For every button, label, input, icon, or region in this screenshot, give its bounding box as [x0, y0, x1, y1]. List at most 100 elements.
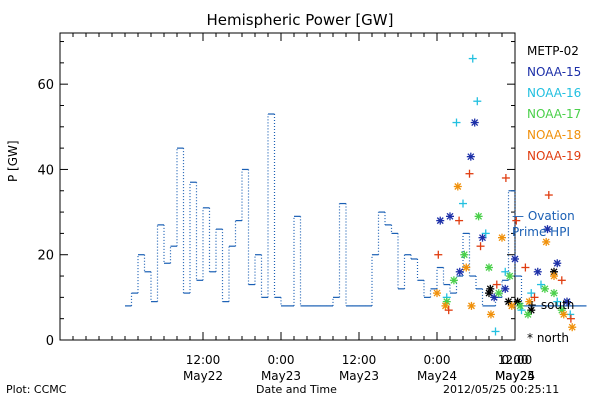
- footer-credit: Plot: CCMC: [6, 383, 67, 396]
- footer-timestamp: 2012/05/25 00:25:11: [443, 383, 560, 396]
- noaa-17-point: [550, 289, 558, 298]
- noaa-15-point: [478, 233, 487, 242]
- noaa-19-point: [465, 169, 474, 178]
- ovation-legend: — Ovation Prime HPI: [512, 208, 575, 240]
- noaa-18-point: [568, 323, 577, 332]
- legend-item-noaa-16: NOAA-16: [527, 86, 582, 100]
- y-tick-label: 20: [37, 249, 54, 264]
- x-tick-time: 12:00: [498, 353, 533, 367]
- noaa-16-point: [459, 199, 467, 208]
- noaa-15-point: [466, 152, 475, 161]
- noaa-16-point: [527, 289, 536, 298]
- north-marker-legend: * north: [527, 331, 570, 345]
- noaa-15-point: [455, 267, 464, 276]
- noaa-18-point: [559, 310, 568, 319]
- noaa-15-point: [543, 225, 552, 234]
- noaa-17-point: [524, 310, 532, 319]
- south-marker-legend: + south: [527, 298, 575, 312]
- noaa-19-point: [521, 263, 530, 272]
- noaa-17-point: [460, 250, 469, 259]
- noaa-19-point: [544, 191, 553, 200]
- y-axis-label: P [GW]: [6, 140, 20, 182]
- noaa-16-point: [537, 280, 545, 289]
- plot-frame: [59, 32, 516, 341]
- y-tick-label: 40: [37, 163, 54, 178]
- noaa-16-point: [491, 327, 500, 336]
- noaa-19-point: [444, 306, 453, 315]
- y-tick-label: 0: [46, 334, 54, 349]
- noaa-19-point: [512, 216, 521, 225]
- noaa-18-point: [453, 182, 462, 191]
- noaa-19-point: [557, 276, 566, 285]
- noaa-17-point: [516, 301, 525, 310]
- noaa-18-point: [550, 272, 558, 281]
- noaa-15-point: [446, 212, 454, 221]
- noaa-19-point: [566, 314, 575, 323]
- legend-item-noaa-18: NOAA-18: [527, 128, 582, 142]
- legend-item-noaa-15: NOAA-15: [527, 65, 582, 79]
- noaa-15-point: [501, 284, 510, 293]
- noaa-15-point: [563, 297, 571, 306]
- x-axis-label: Date and Time: [256, 383, 337, 396]
- legend-item-noaa-19: NOAA-19: [527, 149, 582, 163]
- noaa-18-point: [462, 263, 471, 272]
- noaa-18-point: [441, 301, 450, 310]
- noaa-16-point: [481, 229, 490, 238]
- legend-item-noaa-17: NOAA-17: [527, 107, 582, 121]
- x-tick-date: May23: [261, 369, 301, 383]
- x-tick-time: 12:00: [342, 353, 377, 367]
- noaa-16-point: [452, 118, 461, 127]
- noaa-15-point: [533, 267, 542, 276]
- noaa-16-point: [468, 54, 477, 63]
- ovation-legend-line2: Prime HPI: [512, 225, 570, 239]
- noaa-18-point: [507, 301, 516, 310]
- x-axis: 12:00 May22 0:00 May23 12:00 May23 0:00 May24 12…: [59, 33, 535, 383]
- noaa-15-point: [436, 216, 445, 225]
- noaa-19-point: [492, 280, 501, 289]
- x-tick-time: 0:00: [268, 353, 295, 367]
- x-tick-date: May24: [495, 369, 535, 383]
- noaa-17-point: [449, 276, 458, 285]
- y-tick-label: 60: [37, 78, 54, 93]
- noaa-16-point: [473, 97, 482, 106]
- x-tick-date: May23: [339, 369, 379, 383]
- noaa-15-point: [470, 118, 479, 127]
- chart-title: Hemispheric Power [GW]: [206, 11, 394, 29]
- x-tick-date: May22: [183, 369, 223, 383]
- noaa-18-point: [542, 237, 551, 246]
- noaa-16-point: [501, 267, 510, 276]
- metp-02-point: [504, 297, 513, 306]
- x-tick-time: 0:00: [424, 353, 451, 367]
- noaa-17-point: [494, 289, 503, 298]
- noaa-16-point: [553, 297, 562, 306]
- noaa-19-point: [434, 250, 443, 259]
- y-axis: 0 20 40 60: [37, 41, 515, 349]
- noaa-19-point: [455, 216, 464, 225]
- satellite-points: [433, 54, 577, 336]
- metp-02-point: [485, 289, 493, 298]
- x-tick-date: May24: [417, 369, 457, 383]
- noaa-18-point: [525, 297, 534, 306]
- legend-item-metp-02: METP-02: [527, 44, 579, 58]
- noaa-17-point: [474, 212, 483, 221]
- plot-border: [59, 32, 516, 341]
- metp-02-point: [527, 306, 536, 315]
- x-tick-time: 0:00: [502, 353, 529, 367]
- noaa-18-point: [498, 233, 506, 242]
- noaa-17-point: [505, 272, 514, 281]
- ovation-legend-line1: — Ovation: [512, 209, 575, 223]
- noaa-19-point: [530, 293, 539, 302]
- noaa-18-point: [467, 301, 476, 310]
- noaa-18-point: [486, 310, 495, 319]
- noaa-17-point: [540, 284, 549, 293]
- noaa-19-point: [476, 242, 485, 251]
- x-tick-date: May25: [495, 369, 535, 383]
- noaa-15-point: [511, 254, 519, 263]
- noaa-15-point: [553, 259, 562, 268]
- noaa-19-point: [501, 173, 510, 182]
- noaa-17-point: [485, 263, 493, 272]
- noaa-18-point: [433, 289, 441, 298]
- x-tick-time: 12:00: [186, 353, 221, 367]
- ovation-hpi-line: [125, 113, 587, 307]
